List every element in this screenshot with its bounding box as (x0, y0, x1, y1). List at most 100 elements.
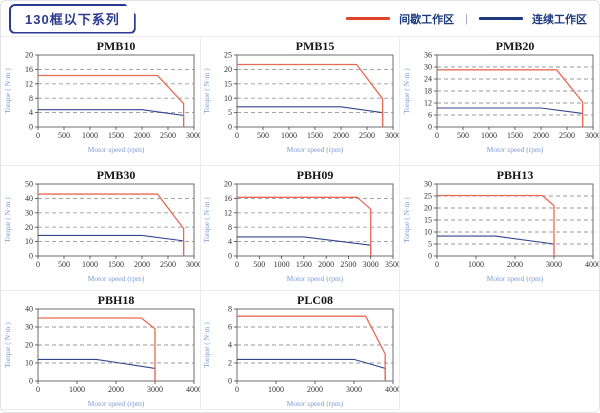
svg-text:2000: 2000 (318, 260, 334, 269)
svg-text:0: 0 (36, 385, 40, 394)
svg-text:500: 500 (58, 260, 70, 269)
svg-text:30: 30 (25, 323, 33, 332)
svg-text:20: 20 (224, 180, 232, 189)
svg-text:1000: 1000 (468, 260, 484, 269)
svg-text:2500: 2500 (340, 260, 356, 269)
svg-text:0: 0 (428, 123, 432, 132)
chart-cell-PMB20: PMB20 0 6 12 18 24 30 36 0 500 1000 1500 2000 2500 300… (400, 37, 599, 166)
chart-title: PBH09 (297, 168, 334, 182)
svg-text:40: 40 (25, 194, 33, 203)
chart-title: PMB30 (96, 168, 135, 182)
empty-cell (400, 291, 599, 410)
intermittent-curve (237, 315, 386, 381)
svg-text:0: 0 (36, 131, 40, 140)
svg-text:500: 500 (457, 131, 469, 140)
continuous-legend-label: 连续工作区 (532, 13, 587, 26)
chart-title: PLC08 (297, 293, 333, 307)
svg-text:2000: 2000 (507, 260, 523, 269)
svg-text:12: 12 (25, 79, 33, 88)
svg-text:1000: 1000 (82, 131, 98, 140)
svg-text:50: 50 (25, 180, 33, 189)
svg-text:1500: 1500 (296, 260, 312, 269)
chart-title: PBH18 (97, 293, 134, 307)
svg-text:0: 0 (29, 377, 33, 386)
svg-text:20: 20 (424, 204, 432, 213)
chart-svg-PMB15: PMB15 0 5 10 15 20 25 0 500 1000 1500 2000 2500 3000 M… (202, 39, 399, 154)
svg-text:2: 2 (228, 359, 232, 368)
svg-text:4000: 4000 (385, 385, 399, 394)
svg-text:0: 0 (428, 252, 432, 261)
svg-text:1000: 1000 (481, 131, 497, 140)
svg-text:20: 20 (25, 341, 33, 350)
chart-svg-PBH18: PBH18 0 10 20 30 40 0 1000 2000 3000 4000 Motor spe… (3, 293, 200, 408)
chart-cell-PBH09: PBH09 0 4 8 12 16 20 0 500 1000 1500 2000 2500 3000 35… (201, 166, 400, 291)
svg-text:2000: 2000 (307, 385, 323, 394)
continuous-legend-line (479, 17, 523, 20)
svg-text:6: 6 (228, 323, 232, 332)
svg-text:1500: 1500 (507, 131, 523, 140)
svg-text:1500: 1500 (108, 131, 124, 140)
svg-text:5: 5 (428, 240, 432, 249)
x-axis-label: Motor speed (rpm) (87, 145, 144, 154)
svg-text:10: 10 (224, 94, 232, 103)
legend-separator: | (465, 12, 468, 25)
svg-text:18: 18 (424, 87, 432, 96)
svg-text:2000: 2000 (533, 131, 549, 140)
chart-title: PMB15 (296, 39, 335, 53)
svg-text:6: 6 (428, 111, 432, 120)
svg-text:16: 16 (25, 65, 33, 74)
svg-text:20: 20 (25, 51, 33, 60)
svg-text:15: 15 (424, 216, 432, 225)
svg-text:30: 30 (424, 180, 432, 189)
svg-text:5: 5 (228, 108, 232, 117)
continuous-curve (237, 106, 384, 127)
svg-text:3000: 3000 (363, 260, 379, 269)
svg-text:4: 4 (228, 237, 232, 246)
x-axis-label: Motor speed (rpm) (486, 274, 543, 283)
svg-text:1000: 1000 (274, 260, 290, 269)
svg-text:12: 12 (224, 208, 232, 217)
svg-text:2500: 2500 (160, 131, 176, 140)
chart-grid: PMB10048121620050010001500200025003000Mo… (1, 37, 599, 410)
x-axis-label: Motor speed (rpm) (87, 399, 144, 408)
legend: 间歇工作区 | 连续工作区 (346, 11, 587, 27)
svg-text:1000: 1000 (281, 131, 297, 140)
chart-cell-PMB15: PMB15 0 5 10 15 20 25 0 500 1000 1500 2000 2500 3000 M… (201, 37, 400, 166)
continuous-curve (436, 107, 583, 127)
svg-text:2000: 2000 (134, 260, 150, 269)
series-title: 130框以下系列 (25, 11, 120, 27)
svg-text:2500: 2500 (359, 131, 375, 140)
y-axis-label: Torque ( N·m ) (202, 68, 211, 114)
intermittent-curve (237, 196, 372, 256)
svg-text:1000: 1000 (69, 385, 85, 394)
svg-text:1500: 1500 (307, 131, 323, 140)
intermittent-legend-label: 间歇工作区 (399, 13, 455, 26)
svg-text:500: 500 (58, 131, 70, 140)
svg-text:20: 20 (224, 65, 232, 74)
svg-text:10: 10 (25, 359, 33, 368)
svg-text:0: 0 (228, 377, 232, 386)
svg-text:2000: 2000 (108, 385, 124, 394)
intermittent-legend-line (346, 17, 391, 20)
y-axis-label: Torque ( N·m ) (202, 322, 211, 368)
y-axis-label: Torque ( N·m ) (3, 68, 12, 114)
svg-text:0: 0 (29, 252, 33, 261)
chart-title: PMB10 (96, 39, 135, 53)
svg-text:24: 24 (424, 75, 432, 84)
svg-text:25: 25 (424, 192, 432, 201)
chart-cell-PLC08: PLC08 0 2 4 6 8 0 1000 2000 3000 4000 Motor speed (… (201, 291, 400, 410)
svg-text:2500: 2500 (160, 260, 176, 269)
svg-text:3000: 3000 (186, 260, 200, 269)
continuous-curve (237, 236, 372, 256)
svg-text:0: 0 (235, 260, 239, 269)
svg-text:0: 0 (235, 385, 239, 394)
intermittent-curve (37, 193, 184, 256)
svg-text:10: 10 (424, 228, 432, 237)
svg-text:500: 500 (253, 260, 265, 269)
y-axis-label: Torque ( N·m ) (402, 68, 411, 114)
x-axis-label: Motor speed (rpm) (287, 145, 344, 154)
chart-title: PMB20 (495, 39, 534, 53)
svg-text:1500: 1500 (108, 260, 124, 269)
svg-text:10: 10 (25, 237, 33, 246)
